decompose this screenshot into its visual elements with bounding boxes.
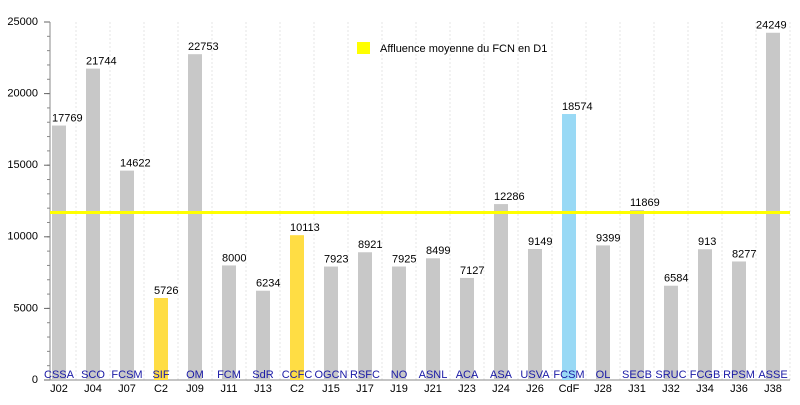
bar: [766, 32, 780, 380]
x-tick-label: C2: [154, 383, 168, 395]
x-tick-label: C2: [290, 383, 304, 395]
team-label: USVA: [520, 369, 550, 381]
legend-swatch: [357, 42, 370, 54]
x-tick-label: J23: [458, 383, 476, 395]
team-label: ASSE: [758, 369, 787, 381]
x-tick-label: J04: [84, 383, 102, 395]
x-tick-label: J28: [594, 383, 612, 395]
team-label: OM: [186, 369, 204, 381]
team-label: ACA: [456, 369, 479, 381]
x-tick-label: J02: [50, 383, 68, 395]
value-label: 12286: [494, 191, 525, 203]
bar: [188, 54, 202, 381]
bar: [222, 265, 236, 380]
value-label: 8000: [222, 252, 246, 264]
value-label: 8499: [426, 245, 450, 257]
x-tick-label: J26: [526, 383, 544, 395]
value-label: 913: [698, 236, 716, 248]
x-tick-label: J13: [254, 383, 272, 395]
x-tick-label: J19: [390, 383, 408, 395]
x-tick-label: J31: [628, 383, 646, 395]
y-tick-label: 0: [32, 374, 38, 386]
bar: [664, 285, 678, 380]
team-label: ASA: [490, 369, 513, 381]
bar: [460, 277, 474, 380]
x-tick-label: J32: [662, 383, 680, 395]
value-label: 7923: [324, 253, 348, 265]
team-label: OGCN: [315, 369, 348, 381]
team-label: FCSM: [111, 369, 142, 381]
x-tick-label: J38: [764, 383, 782, 395]
x-tick-label: J21: [424, 383, 442, 395]
bar: [562, 114, 576, 380]
team-label: NO: [391, 369, 408, 381]
bar: [120, 170, 134, 380]
y-tick-label: 20000: [7, 88, 38, 100]
bar: [698, 249, 712, 380]
value-label: 22753: [188, 41, 219, 53]
bar: [596, 245, 610, 380]
bar: [154, 298, 168, 380]
bar: [290, 235, 304, 380]
x-tick-label: CdF: [559, 383, 580, 395]
team-label: SdR: [252, 369, 273, 381]
bar: [324, 266, 338, 380]
value-label: 11869: [630, 197, 660, 209]
bar: [426, 258, 440, 380]
x-tick-label: J15: [322, 383, 340, 395]
x-tick-label: J07: [118, 383, 136, 395]
team-label: OL: [596, 369, 611, 381]
value-label: 10113: [290, 222, 320, 234]
value-label: 18574: [562, 101, 593, 113]
value-label: 9399: [596, 232, 620, 244]
bar: [52, 125, 66, 381]
team-label: CSSA: [44, 369, 75, 381]
bar: [528, 248, 542, 380]
x-tick-label: J17: [356, 383, 374, 395]
bar: [494, 204, 508, 380]
bar: [392, 266, 406, 380]
value-label: 14622: [120, 158, 151, 170]
bar: [256, 290, 270, 380]
team-label: RSFC: [350, 369, 380, 381]
x-tick-label: J24: [492, 383, 510, 395]
y-tick-label: 15000: [7, 159, 38, 171]
bar: [630, 210, 644, 380]
team-label: CCFC: [282, 369, 313, 381]
value-label: 9149: [528, 236, 552, 248]
value-label: 5726: [154, 285, 178, 297]
value-label: 6234: [256, 278, 280, 290]
y-tick-label: 5000: [14, 302, 38, 314]
y-tick-label: 25000: [7, 16, 38, 28]
value-label: 8277: [732, 248, 756, 260]
x-tick-label: J34: [696, 383, 714, 395]
value-label: 17769: [52, 112, 83, 124]
bar: [86, 68, 100, 381]
x-tick-label: J36: [730, 383, 748, 395]
team-label: SECB: [622, 369, 652, 381]
value-label: 24249: [756, 20, 787, 32]
value-label: 6584: [664, 273, 688, 285]
bar: [358, 252, 372, 380]
team-label: SCO: [81, 369, 105, 381]
value-label: 7127: [460, 265, 484, 277]
x-tick-label: J11: [221, 383, 238, 395]
team-label: SIF: [152, 369, 169, 381]
legend-label: Affluence moyenne du FCN en D1: [380, 43, 547, 55]
y-tick-label: 10000: [7, 231, 38, 243]
bar: [732, 261, 746, 380]
team-label: FCM: [217, 369, 241, 381]
team-label: RPSM: [723, 369, 755, 381]
value-label: 8921: [358, 239, 382, 251]
team-label: SRUC: [655, 369, 686, 381]
value-label: 21744: [86, 56, 117, 68]
team-label: ASNL: [419, 369, 448, 381]
team-label: FCGB: [690, 369, 721, 381]
team-label: FCSM: [553, 369, 584, 381]
x-tick-label: J09: [186, 383, 204, 395]
value-label: 7925: [392, 253, 416, 265]
